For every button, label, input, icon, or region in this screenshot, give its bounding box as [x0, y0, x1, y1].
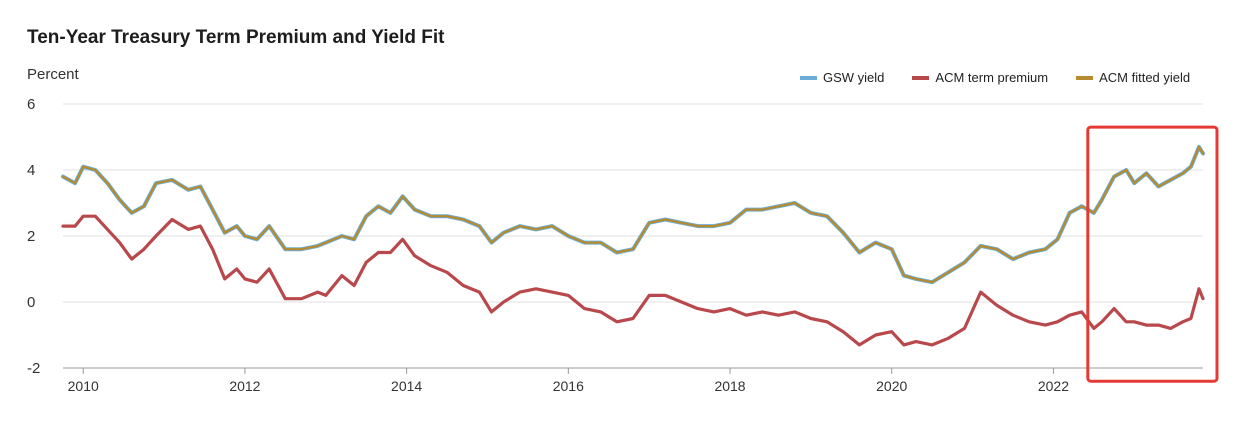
- legend-label-gsw: GSW yield: [823, 70, 885, 85]
- legend-swatch-acm-tp: [912, 75, 930, 80]
- y-tick-label: 0: [27, 294, 35, 311]
- legend-swatch-gsw: [800, 75, 817, 80]
- x-tick-label: 2014: [391, 378, 422, 394]
- y-axis-unit-label: Percent: [27, 66, 79, 83]
- x-tick-label: 2010: [68, 378, 99, 394]
- y-tick-label: 4: [27, 162, 35, 179]
- legend-item-acm-fitted-yield[interactable]: ACM fitted yield: [1076, 70, 1190, 85]
- y-tick-label: 2: [27, 228, 35, 245]
- chart-title: Ten-Year Treasury Term Premium and Yield…: [27, 27, 445, 48]
- chart-legend: GSW yield ACM term premium ACM fitted yi…: [800, 70, 1190, 85]
- legend-swatch-acm-fy: [1076, 75, 1094, 80]
- highlight-box: [1086, 125, 1219, 383]
- series-line-acm-term-premium: [61, 214, 1205, 347]
- legend-label-acm-tp: ACM term premium: [935, 70, 1049, 85]
- series-line-acm-fitted-yield: [61, 145, 1205, 284]
- x-tick-label: 2012: [229, 378, 260, 394]
- legend-item-acm-term-premium[interactable]: ACM term premium: [912, 70, 1048, 85]
- x-tick-label: 2022: [1038, 378, 1069, 394]
- y-tick-label: 6: [27, 96, 35, 113]
- y-tick-label: -2: [27, 360, 40, 377]
- series-line-gsw-yield: [61, 144, 1205, 285]
- legend-label-acm-fy: ACM fitted yield: [1099, 70, 1191, 85]
- x-tick-label: 2018: [714, 378, 745, 394]
- x-tick-label: 2016: [553, 378, 584, 394]
- legend-item-gsw-yield[interactable]: GSW yield: [800, 70, 884, 85]
- x-tick-label: 2020: [876, 378, 907, 394]
